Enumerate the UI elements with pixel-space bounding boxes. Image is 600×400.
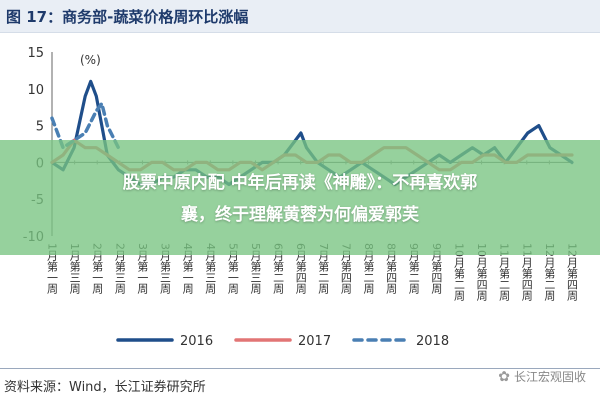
x-tick-label: 7月第二周 [317, 243, 330, 295]
x-tick-label: 12月第四周 [566, 243, 579, 302]
x-tick-label: 6月第二周 [272, 243, 285, 295]
x-tick-label: 11月第四周 [520, 243, 533, 302]
y-tick-label: 15 [27, 46, 44, 61]
x-tick-label: 3月第三周 [159, 243, 172, 295]
x-tick-label: 8月第二周 [362, 243, 375, 295]
series-line-2018 [50, 101, 121, 150]
x-tick-label: 10月第二周 [452, 243, 465, 302]
x-tick-label: 12月第二周 [543, 243, 556, 302]
banner-line-1[interactable]: 股票中原内配 中年后再读《神雕》：不再喜欢郭 [122, 173, 478, 193]
x-tick-label: 11月第二周 [498, 243, 511, 302]
legend-label: 2018 [416, 334, 449, 349]
x-tick-label: 7月第四周 [339, 243, 352, 295]
banner-line-2[interactable]: 襄，终于理解黄蓉为何偏爱郭芙 [181, 205, 419, 225]
y-axis-label: (%) [80, 53, 101, 67]
x-tick-label: 1月第三周 [68, 243, 81, 295]
x-tick-label: 4月第一周 [181, 243, 194, 295]
source-note: 资料来源：Wind，长江证券研究所 [4, 380, 206, 395]
x-tick-label: 3月第一周 [136, 243, 149, 295]
x-tick-label: 9月第四周 [430, 243, 443, 295]
legend-label: 2016 [180, 334, 213, 349]
x-tick-label: 2月第一周 [91, 243, 104, 295]
y-tick-label: 5 [36, 120, 44, 135]
x-tick-label: 8月第四周 [385, 243, 398, 295]
y-tick-label: 10 [27, 83, 44, 98]
x-tick-label: 4月第三周 [204, 243, 217, 295]
x-tick-label: 1月第一周 [46, 243, 59, 295]
x-tick-label: 2月第三周 [113, 243, 126, 295]
x-tick-label: 10月第四周 [475, 243, 488, 302]
x-tick-label: 9月第二周 [407, 243, 420, 295]
news-banner[interactable] [0, 140, 600, 255]
title-bar: 图 17：商务部-蔬菜价格周环比涨幅 [0, 0, 600, 33]
legend-label: 2017 [298, 334, 331, 349]
x-tick-label: 5月第三周 [249, 243, 262, 295]
watermark-text: 长江宏观固收 [513, 370, 586, 384]
x-tick-label: 6月第四周 [294, 243, 307, 295]
x-tick-label: 5月第一周 [226, 243, 239, 295]
chart-title: 图 17：商务部-蔬菜价格周环比涨幅 [6, 8, 249, 26]
footer-divider [0, 368, 600, 369]
watermark: ✿ 长江宏观固收 [498, 368, 586, 385]
wechat-icon: ✿ [498, 368, 510, 385]
chart-legend: 2016 2017 2018 [116, 334, 449, 349]
